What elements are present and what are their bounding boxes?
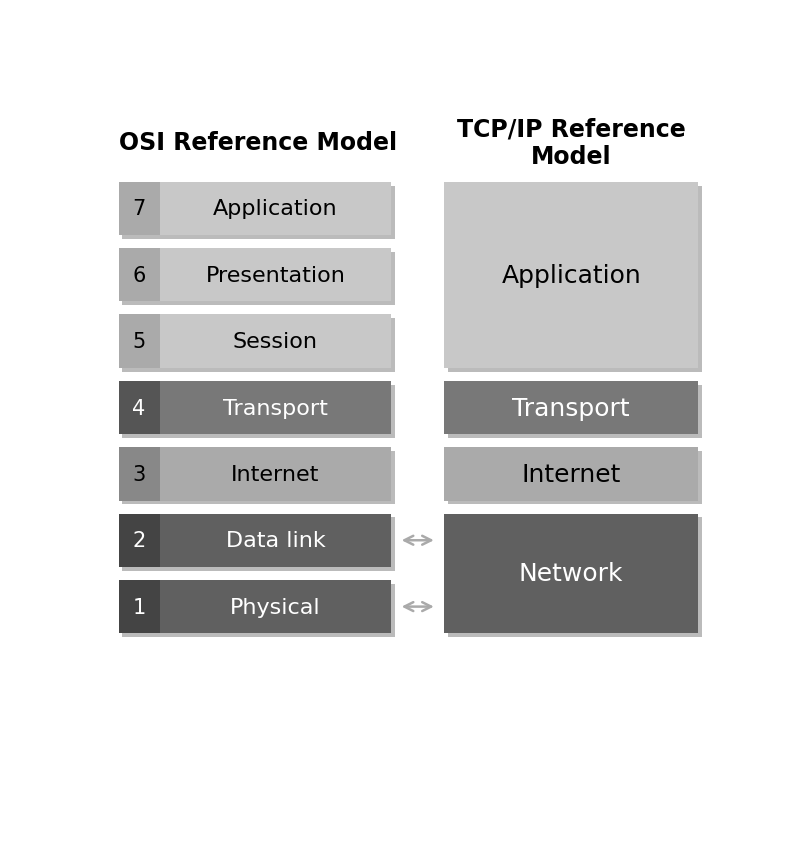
- Bar: [122, 187, 395, 240]
- Text: Application: Application: [502, 263, 641, 288]
- Text: Application: Application: [213, 199, 338, 219]
- Bar: [118, 249, 159, 302]
- Bar: [448, 518, 702, 637]
- Bar: [118, 182, 159, 235]
- Bar: [159, 580, 391, 634]
- Bar: [118, 381, 159, 435]
- Bar: [122, 584, 395, 637]
- Bar: [118, 514, 159, 567]
- Bar: [159, 182, 391, 235]
- Text: Transport: Transport: [512, 396, 630, 420]
- Text: Presentation: Presentation: [206, 266, 346, 285]
- Bar: [122, 518, 395, 571]
- Text: Physical: Physical: [230, 597, 321, 617]
- Text: 5: 5: [133, 332, 146, 352]
- Text: 3: 3: [133, 464, 146, 484]
- Bar: [444, 182, 698, 368]
- Bar: [159, 249, 391, 302]
- Bar: [122, 319, 395, 372]
- Bar: [444, 447, 698, 501]
- Bar: [122, 385, 395, 439]
- Bar: [448, 385, 702, 439]
- Text: Session: Session: [233, 332, 318, 352]
- Text: TCP/IP Reference
Model: TCP/IP Reference Model: [457, 117, 686, 170]
- Bar: [118, 447, 159, 501]
- Text: 2: 2: [133, 531, 146, 550]
- Bar: [444, 381, 698, 435]
- Text: Internet: Internet: [522, 463, 621, 486]
- Text: 4: 4: [133, 398, 146, 418]
- Text: 1: 1: [133, 597, 146, 617]
- Text: Internet: Internet: [231, 464, 320, 484]
- Bar: [159, 514, 391, 567]
- Bar: [448, 452, 702, 505]
- Bar: [122, 452, 395, 505]
- Bar: [444, 514, 698, 634]
- Text: Transport: Transport: [223, 398, 328, 418]
- Bar: [159, 447, 391, 501]
- Text: 6: 6: [132, 266, 146, 285]
- Bar: [118, 315, 159, 368]
- Text: 7: 7: [133, 199, 146, 219]
- Text: OSI Reference Model: OSI Reference Model: [118, 131, 397, 154]
- Bar: [159, 381, 391, 435]
- Bar: [448, 187, 702, 372]
- Bar: [122, 252, 395, 306]
- Bar: [159, 315, 391, 368]
- Text: Network: Network: [519, 562, 623, 586]
- Bar: [118, 580, 159, 634]
- Text: Data link: Data link: [226, 531, 326, 550]
